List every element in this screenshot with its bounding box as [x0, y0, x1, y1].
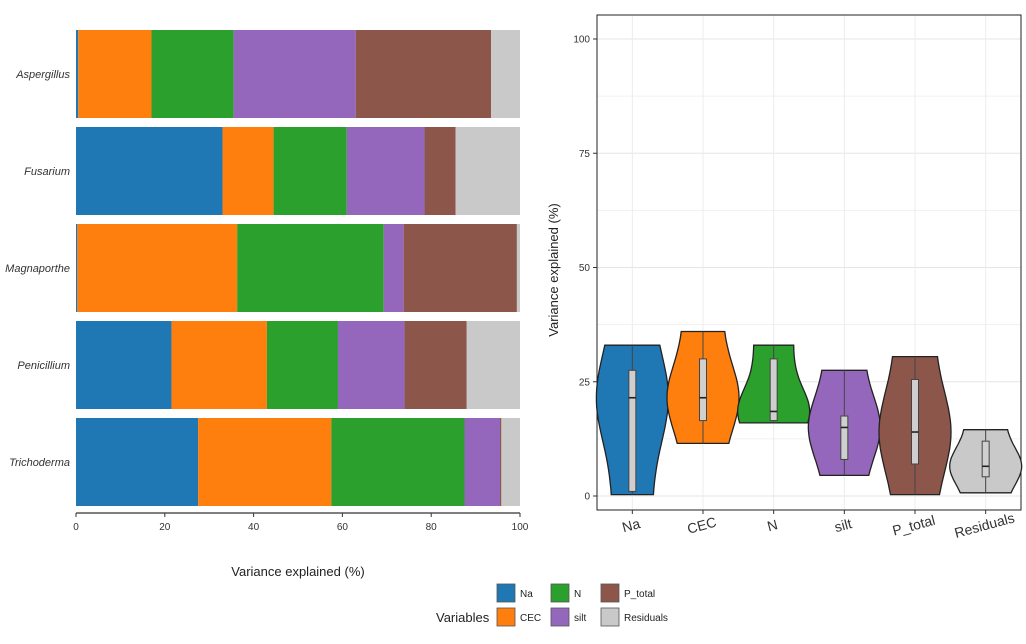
bar-segment-fusarium-silt [346, 127, 425, 215]
bar-segment-magnaporthe-residuals [516, 224, 520, 312]
bar-segment-trichoderma-silt [464, 418, 501, 506]
violin-x-tick-label: Na [620, 515, 642, 535]
violin-x-tick-label: P_total [891, 512, 937, 539]
violin-x-tick-label: Residuals [953, 509, 1017, 540]
violin-panel-border [596, 14, 1022, 511]
bar-segment-fusarium-na [76, 127, 223, 215]
bar-segment-magnaporthe-silt [383, 224, 404, 312]
legend-label: CEC [520, 613, 541, 624]
bar-x-tick-label: 0 [73, 522, 79, 533]
violin-box [981, 440, 990, 478]
bar-segment-penicillium-na [76, 321, 172, 409]
bar-x-tick-label: 100 [512, 522, 529, 533]
bar-segment-penicillium-n [266, 321, 338, 409]
bar-segment-trichoderma-residuals [501, 418, 520, 506]
bar-category-label: Penicillium [17, 360, 70, 372]
legend-title: Variables [436, 610, 490, 625]
bar-segment-aspergillus-residuals [491, 30, 520, 118]
bar-segment-penicillium-cec [171, 321, 267, 409]
stacked-bar-chart: Aspergillus Fusarium Magnaporthe Penicilliu… [5, 30, 529, 533]
bar-segment-trichoderma-cec [198, 418, 332, 506]
violin-y-tick-label: 25 [579, 377, 591, 388]
legend-swatch-n [550, 583, 570, 603]
legend-swatch-residuals [600, 607, 620, 627]
bar-segment-magnaporthe-cec [77, 224, 238, 312]
bar-segment-fusarium-p-total [424, 127, 456, 215]
bar-segment-penicillium-silt [337, 321, 405, 409]
bar-category-label: Fusarium [24, 166, 70, 178]
violin-box [628, 369, 637, 492]
violin-box [699, 358, 707, 422]
bar-segment-penicillium-residuals [466, 321, 520, 409]
bar-segment-penicillium-p-total [404, 321, 467, 409]
violin-y-tick-label: 75 [579, 149, 591, 160]
legend-label: silt [574, 613, 586, 624]
legend-label: P_total [624, 589, 655, 600]
bar-x-tick-label: 80 [426, 522, 438, 533]
violin-box [769, 358, 778, 422]
bar-x-axis-title: Variance explained (%) [231, 564, 364, 579]
bar-segment-trichoderma-n [331, 418, 465, 506]
violin-y-tick-label: 50 [579, 263, 591, 274]
legend-swatch-cec [496, 607, 516, 627]
bar-category-label: Aspergillus [15, 69, 70, 81]
bar-segment-fusarium-residuals [455, 127, 520, 215]
bar-x-tick-label: 60 [337, 522, 349, 533]
bar-category-label: Trichoderma [9, 457, 70, 469]
violin-x-tick-label: silt [833, 515, 854, 535]
violin-box [911, 378, 919, 465]
legend-swatch-na [496, 583, 516, 603]
violin-x-tick-label: CEC [685, 514, 718, 537]
bar-segment-trichoderma-na [76, 418, 199, 506]
bar-segment-magnaporthe-n [237, 224, 384, 312]
bar-segment-magnaporthe-na [76, 224, 78, 312]
bar-segment-fusarium-n [273, 127, 347, 215]
violin-x-tick-label: N [765, 516, 779, 534]
bar-category-label: Magnaporthe [5, 263, 70, 275]
bar-segment-aspergillus-n [151, 30, 234, 118]
legend-swatch-silt [550, 607, 570, 627]
violin-box [840, 415, 849, 460]
legend-label: N [574, 589, 581, 600]
bar-segment-aspergillus-p-total [355, 30, 492, 118]
legend-swatch-p-total [600, 583, 620, 603]
bar-x-tick-label: 20 [159, 522, 171, 533]
bar-x-tick-label: 40 [248, 522, 260, 533]
legend-label: Residuals [624, 613, 668, 624]
bar-segment-aspergillus-cec [78, 30, 152, 118]
bar-segment-aspergillus-silt [233, 30, 356, 118]
violin-y-tick-label: 100 [573, 35, 590, 46]
violin-y-axis-title: Variance explained (%) [546, 203, 561, 336]
bar-segment-trichoderma-p-total [500, 418, 502, 506]
violin-y-tick-label: 0 [584, 492, 590, 503]
bar-segment-magnaporthe-p-total [403, 224, 517, 312]
legend-label: Na [520, 589, 533, 600]
bar-segment-aspergillus-na [76, 30, 79, 118]
bar-segment-fusarium-cec [222, 127, 274, 215]
